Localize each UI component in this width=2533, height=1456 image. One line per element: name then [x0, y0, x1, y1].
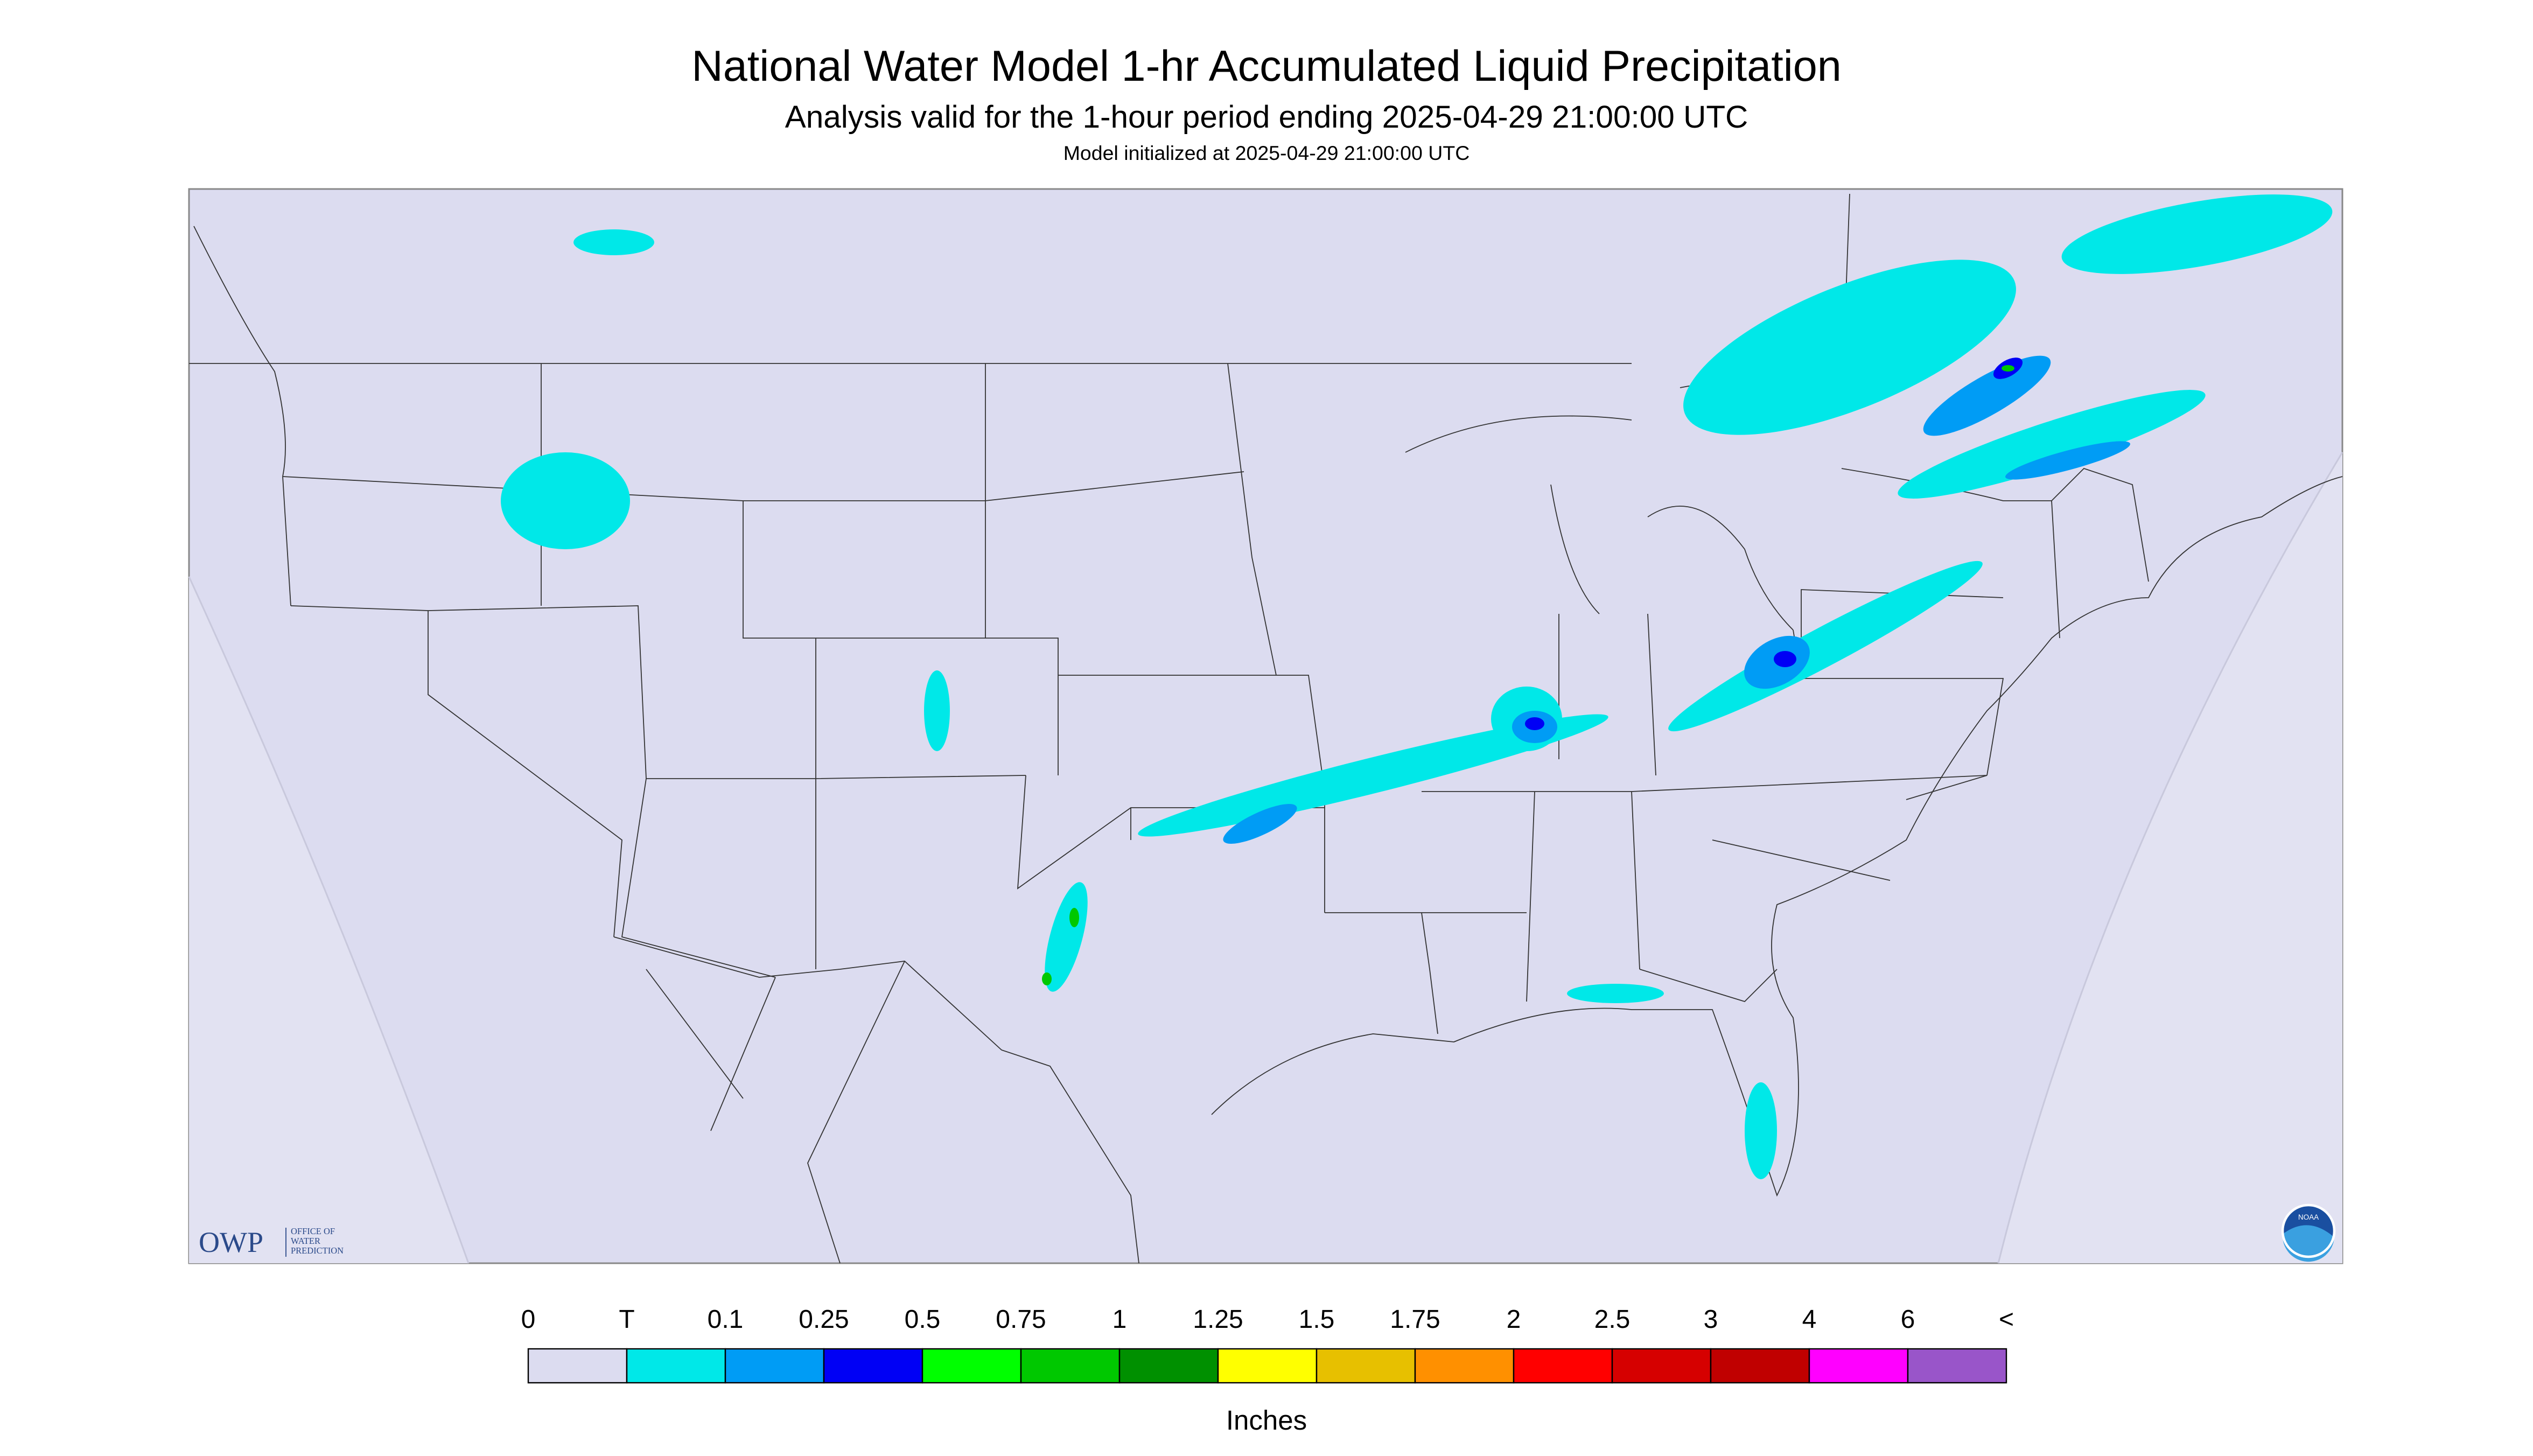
legend-swatch	[1316, 1348, 1416, 1384]
legend-swatch	[1808, 1348, 1909, 1384]
legend-label: 1.5	[1299, 1305, 1335, 1334]
owp-line: PREDICTION	[291, 1245, 344, 1256]
owp-line: OFFICE OF	[291, 1226, 335, 1236]
legend-swatch	[724, 1348, 825, 1384]
title: National Water Model 1-hr Accumulated Li…	[691, 42, 1842, 90]
out-of-domain	[1998, 189, 2342, 1264]
legend-units: Inches	[1226, 1405, 1307, 1436]
subtitle: Analysis valid for the 1-hour period end…	[785, 100, 1748, 135]
legend-swatch	[527, 1348, 628, 1384]
legend-label: T	[619, 1305, 634, 1334]
legend-label: 0.5	[905, 1305, 941, 1334]
map-frame	[188, 188, 2343, 1264]
domain-edge	[188, 452, 2343, 1264]
legend-label: 1	[1112, 1305, 1127, 1334]
out-of-domain	[189, 189, 468, 1264]
legend-label: 1.25	[1193, 1305, 1243, 1334]
legend-label: 2	[1507, 1305, 1521, 1334]
legend-swatch	[1513, 1348, 1613, 1384]
map: OWP OFFICE OF WATER PREDICTION NOAA	[188, 188, 2343, 1264]
legend-swatch	[1118, 1348, 1219, 1384]
legend-label: 2.5	[1594, 1305, 1631, 1334]
legend-swatch	[1710, 1348, 1810, 1384]
legend-swatch	[1217, 1348, 1318, 1384]
owp-line: WATER	[291, 1236, 320, 1246]
legend-label: 6	[1901, 1305, 1915, 1334]
noaa-text: NOAA	[2298, 1213, 2319, 1221]
legend-label: 0	[521, 1305, 536, 1334]
legend-swatch	[1414, 1348, 1515, 1384]
legend-swatch	[1611, 1348, 1712, 1384]
legend-label: 0.1	[708, 1305, 744, 1334]
legend-swatch	[921, 1348, 1022, 1384]
legend-label: 1.75	[1390, 1305, 1440, 1334]
init-note: Model initialized at 2025-04-29 21:00:00…	[1063, 142, 1470, 164]
legend-label: 3	[1704, 1305, 1718, 1334]
legend-swatch	[1907, 1348, 2007, 1384]
legend-label: 0.25	[799, 1305, 849, 1334]
legend-swatch	[823, 1348, 923, 1384]
precip	[501, 194, 2333, 1180]
legend-swatch	[626, 1348, 726, 1384]
legend-label: <	[1999, 1305, 2014, 1334]
legend-label: 0.75	[996, 1305, 1046, 1334]
legend-label: 4	[1802, 1305, 1817, 1334]
owp-logo: OWP OFFICE OF WATER PREDICTION	[199, 1226, 344, 1258]
legend: 0 T 0.1 0.25 0.5 0.75 1 1.25 1.5 1.75 2 2.5 3 4 6 <	[521, 1305, 2014, 1384]
legend-swatch	[1020, 1348, 1121, 1384]
owp-abbr: OWP	[199, 1226, 263, 1258]
noaa-logo: NOAA	[2281, 1203, 2336, 1262]
